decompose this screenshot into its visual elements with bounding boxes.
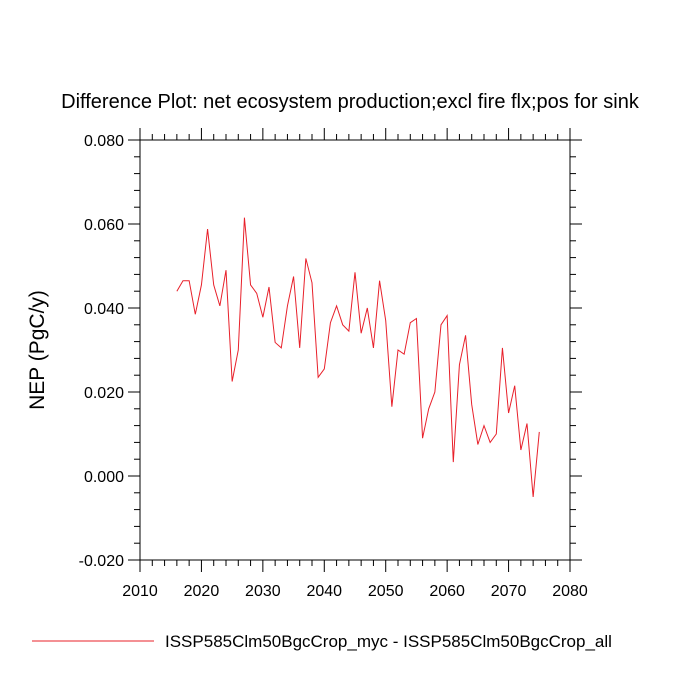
x-tick-label: 2080	[552, 583, 588, 600]
y-tick-label: 0.060	[84, 217, 124, 234]
y-tick-label: 0.000	[84, 469, 124, 486]
x-tick-label: 2070	[491, 583, 527, 600]
y-tick-label: 0.020	[84, 385, 124, 402]
plot-frame	[139, 139, 571, 561]
series-line	[176, 217, 540, 498]
x-tick-label: 2030	[245, 583, 281, 600]
y-tick-label: 0.040	[84, 301, 124, 318]
y-axis-label: NEP (PgC/y)	[26, 290, 49, 410]
tick-labels: 2010 2020 2030 2040 2050 2060 2070 2080 -0.020 0.…	[79, 133, 588, 600]
y-tick-label: 0.080	[84, 133, 124, 150]
y-tick-label: -0.020	[79, 553, 124, 570]
chart-title: Difference Plot: net ecosystem productio…	[61, 91, 640, 113]
x-tick-label: 2050	[368, 583, 404, 600]
axis-ticks	[128, 128, 582, 572]
legend-label: ISSP585Clm50BgcCrop_myc - ISSP585Clm50Bg…	[165, 632, 612, 651]
x-tick-label: 2010	[122, 583, 158, 600]
x-tick-label: 2040	[306, 583, 342, 600]
x-tick-label: 2060	[429, 583, 465, 600]
series-layer	[176, 217, 540, 498]
x-tick-label: 2020	[184, 583, 220, 600]
legend: ISSP585Clm50BgcCrop_myc - ISSP585Clm50Bg…	[32, 632, 612, 651]
